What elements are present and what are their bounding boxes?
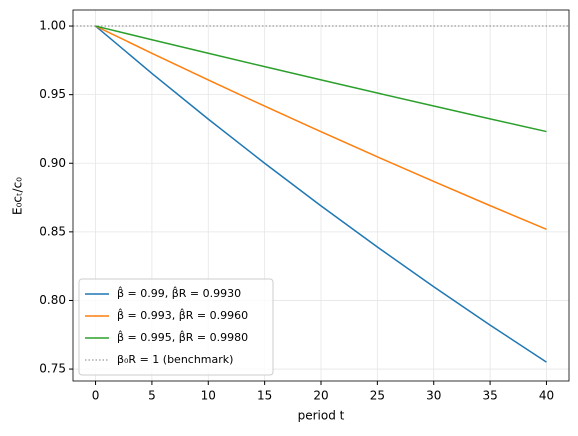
- y-tick-label: 0.80: [39, 293, 66, 307]
- x-tick-label: 15: [257, 389, 272, 403]
- x-tick-label: 40: [539, 389, 554, 403]
- plot-frame: [72, 9, 570, 382]
- y-tick-label: 0.85: [39, 224, 66, 238]
- x-tick-label: 30: [426, 389, 441, 403]
- line: [95, 25, 547, 133]
- legend-label: β̂ = 0.993, β̂R = 0.9960: [117, 308, 248, 322]
- legend-box: [78, 278, 274, 376]
- x-tick-label: 35: [482, 389, 497, 403]
- x-tick-label: 10: [201, 389, 216, 403]
- y-axis-label: E₀cₜ/c₀: [11, 177, 25, 215]
- line: [95, 25, 547, 230]
- y-tick-label: 0.75: [39, 362, 66, 376]
- legend: β̂ = 0.99, β̂R = 0.9930 β̂ = 0.993, β̂R =…: [78, 278, 274, 376]
- x-tick-label: 20: [313, 389, 328, 403]
- line: [95, 25, 547, 363]
- y-tick-label: 0.90: [39, 156, 66, 170]
- legend-label: β̂ = 0.995, β̂R = 0.9980: [117, 330, 248, 344]
- x-tick-label: 5: [148, 389, 156, 403]
- y-tick-label: 0.95: [39, 87, 66, 101]
- legend-label: β̂ = 0.99, β̂R = 0.9930: [117, 286, 241, 300]
- x-tick-label: 25: [370, 389, 385, 403]
- x-tick-label: 0: [92, 389, 100, 403]
- y-tick-label: 1.00: [39, 19, 66, 33]
- x-axis-label: period t: [298, 409, 345, 423]
- legend-label: β₀R = 1 (benchmark): [117, 353, 233, 366]
